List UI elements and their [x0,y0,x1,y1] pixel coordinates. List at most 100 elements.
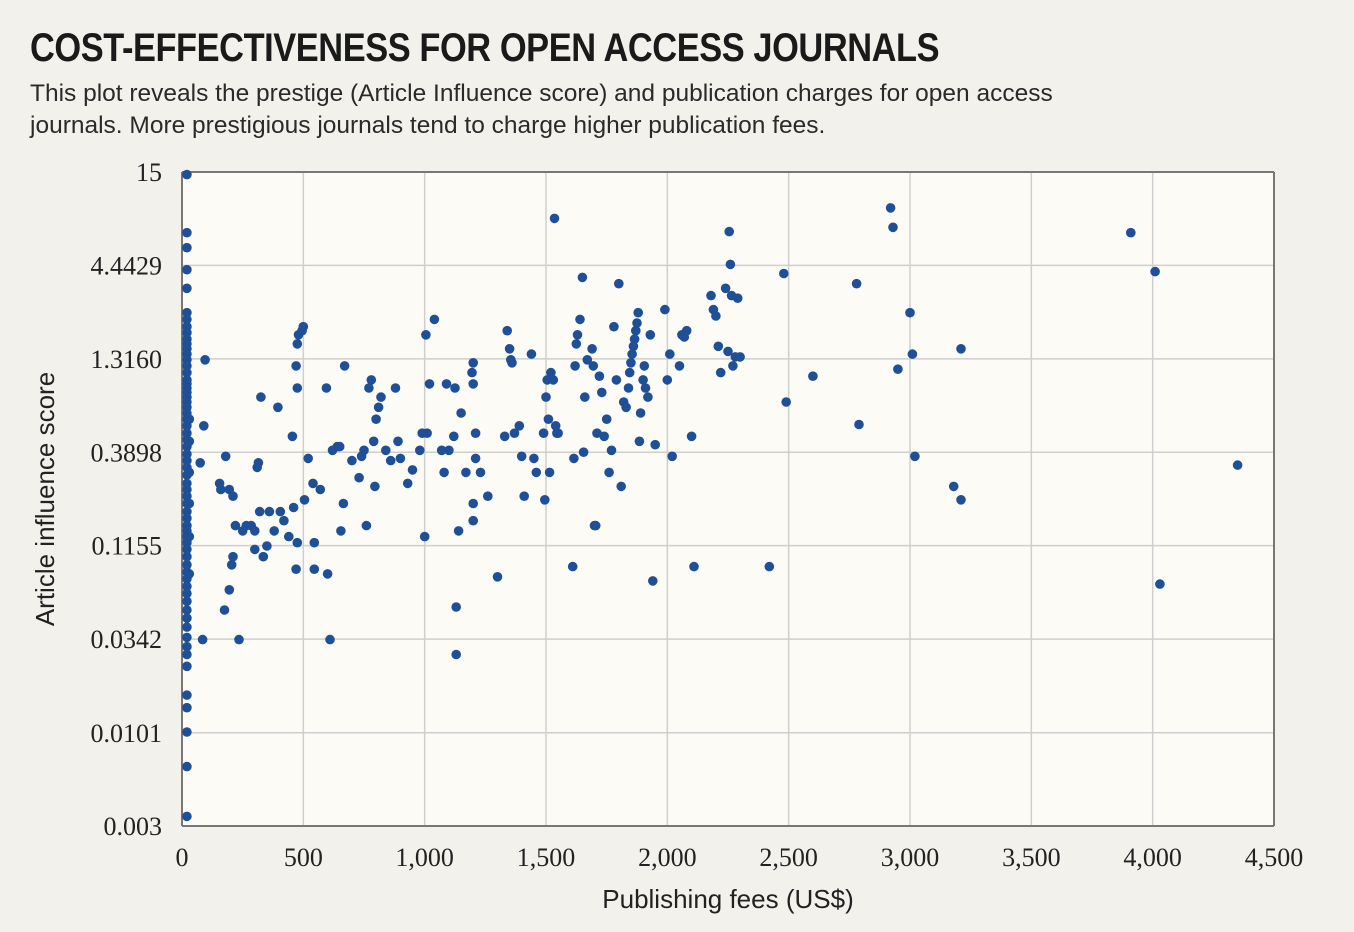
data-point [662,375,673,385]
data-point [415,445,425,456]
data-point [184,467,195,478]
data-point [599,431,609,442]
data-point [347,455,357,466]
data-point [182,544,192,555]
data-point [354,472,364,483]
data-point [376,392,386,402]
data-point [588,361,599,371]
data-point [728,361,738,371]
data-point [182,506,192,517]
data-point [629,334,640,345]
data-point [550,421,561,431]
data-point [182,283,192,294]
data-point [665,349,675,359]
data-point [538,428,549,439]
data-point [888,222,898,233]
data-point [338,498,349,509]
data-point [184,498,195,509]
data-point [309,537,320,548]
data-point [390,383,401,393]
data-point [451,602,462,612]
data-point [587,344,597,354]
data-point [597,387,607,398]
data-point [287,431,298,442]
y-tick-label: 15 [136,158,162,187]
data-point [483,491,493,502]
y-tick-label: 0.0342 [91,625,163,654]
data-point [893,364,903,375]
data-point [592,428,602,439]
data-point [781,397,791,407]
x-tick-label: 1,000 [395,843,454,872]
data-point [182,702,192,713]
data-point [470,453,481,464]
data-point [182,632,192,643]
data-point [182,264,192,275]
data-point [502,325,512,336]
data-point [449,431,459,442]
data-point [611,375,622,385]
data-point [291,361,301,371]
data-point [854,419,864,430]
data-point [732,293,743,304]
data-point [256,392,266,402]
plot-area [182,172,1274,826]
data-point [461,467,471,478]
data-point [572,330,583,340]
data-point [395,453,406,464]
data-point [540,495,550,505]
data-point [216,484,226,495]
data-point [182,605,192,615]
data-point [632,318,642,328]
data-point [182,761,192,772]
data-point [315,484,326,495]
data-point [264,506,275,517]
data-point [182,361,192,371]
data-point [885,203,896,213]
data-point [309,564,320,574]
data-point [475,467,486,478]
data-point [441,379,452,389]
chart-subtitle: This plot reveals the prestige (Article … [30,80,1053,139]
data-point [516,451,527,462]
y-axis-label: Article influence score [30,372,60,626]
data-point [628,341,639,352]
data-point [288,502,299,513]
data-point [624,367,635,378]
data-point [182,551,192,562]
data-point [660,304,670,315]
data-point [230,520,241,531]
data-point [292,339,303,349]
data-point [219,605,230,615]
data-point [578,447,589,458]
data-point [182,581,192,592]
x-tick-label: 500 [284,843,323,872]
data-point [453,526,464,536]
data-point [291,564,301,574]
data-point [393,436,403,447]
data-point [910,451,920,462]
x-axis-label: Publishing fees (US$) [602,884,853,914]
y-tick-label: 0.3898 [91,438,163,467]
data-point [182,484,192,495]
data-point [321,383,332,393]
data-point [546,367,556,378]
tick-labels: 0 500 1,000 1,500 2,000 2,500 3,000 3,500 4,000 4… [91,158,1304,872]
x-tick-label: 0 [176,843,189,872]
data-point [258,551,269,562]
data-point [808,371,818,382]
data-point [594,371,605,382]
data-point [182,242,192,253]
data-point [468,358,479,368]
data-point [182,367,192,378]
data-point [422,428,432,439]
data-point [526,349,537,359]
data-point [470,428,481,439]
data-point [715,367,726,378]
data-point [553,428,563,439]
data-point [713,341,724,352]
data-point [182,661,192,672]
data-point [424,379,435,389]
data-point [627,349,637,359]
data-point [197,634,208,645]
